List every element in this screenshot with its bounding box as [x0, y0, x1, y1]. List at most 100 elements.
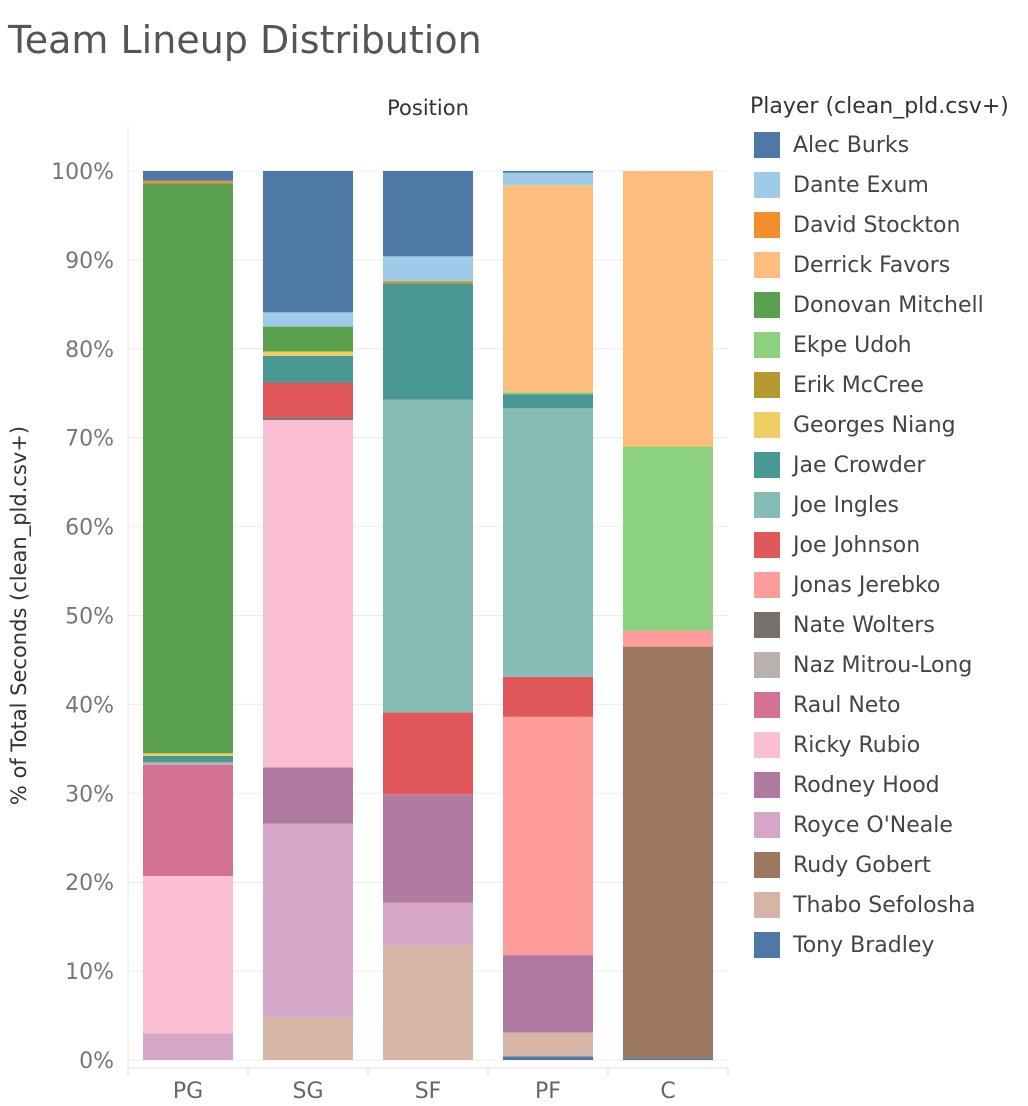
bar-segment [263, 351, 353, 356]
legend-swatch [754, 412, 780, 438]
bar-segment [263, 312, 353, 327]
legend-item: Alec Burks [754, 130, 1024, 160]
legend-swatch [754, 132, 780, 158]
legend-item: Joe Ingles [754, 490, 1024, 520]
bar-segment [383, 256, 473, 282]
y-axis-label: % of Total Seconds (clean_pld.csv+) [7, 426, 32, 805]
legend-item: Erik McCree [754, 370, 1024, 400]
x-tick-label: SF [415, 1079, 442, 1104]
bar-segment [143, 171, 233, 181]
legend-label: Georges Niang [793, 412, 956, 438]
legend-label: Rudy Gobert [793, 852, 931, 878]
legend-item: Derrick Favors [754, 250, 1024, 280]
y-tick-label: 0% [79, 1049, 114, 1074]
legend-item: Tony Bradley [754, 930, 1024, 960]
x-tick-label: C [660, 1079, 675, 1104]
y-tick-label: 30% [65, 782, 114, 807]
y-tick-label: 70% [65, 427, 114, 452]
legend-item: Joe Johnson [754, 530, 1024, 560]
legend-swatch [754, 252, 780, 278]
legend-item: Thabo Sefolosha [754, 890, 1024, 920]
stacked-bar-chart: 0% 10% 20% 30% 40% 50% 60% 70% 80% 90% 100% % of To… [7, 96, 729, 1104]
legend-label: Ekpe Udoh [793, 332, 912, 358]
legend-swatch [754, 492, 780, 518]
bar-segment [503, 185, 593, 393]
legend-label: Royce O'Neale [793, 812, 953, 838]
legend-item: Ekpe Udoh [754, 330, 1024, 360]
legend-swatch [754, 892, 780, 918]
legend-item: Georges Niang [754, 410, 1024, 440]
legend-label: Naz Mitrou-Long [793, 652, 973, 678]
bar-segment [143, 875, 233, 1034]
legend-swatch [754, 172, 780, 198]
bar-segment [143, 1033, 233, 1060]
y-tick-label: 90% [65, 249, 114, 274]
legend-swatch [754, 572, 780, 598]
bar-segment [503, 394, 593, 409]
legend-label: Nate Wolters [793, 612, 935, 638]
legend-label: Derrick Favors [793, 252, 951, 278]
legend-label: Rodney Hood [793, 772, 940, 798]
legend-title: Player (clean_pld.csv+) [750, 94, 1009, 119]
bar-segment [263, 767, 353, 824]
bar-segment [383, 171, 473, 257]
legend-item: Rudy Gobert [754, 850, 1024, 880]
bar-segment [263, 419, 353, 768]
bar-segment [383, 945, 473, 1060]
bar-segment [503, 1056, 593, 1060]
bar-segment [503, 676, 593, 717]
legend-swatch [754, 692, 780, 718]
legend-label: Alec Burks [793, 132, 910, 158]
bar-segment [263, 355, 353, 383]
legend-label: Dante Exum [793, 172, 929, 198]
bar-segment [503, 955, 593, 1033]
legend-label: Jonas Jerebko [793, 572, 941, 598]
legend-label: Joe Ingles [793, 492, 899, 518]
bar-segment [383, 399, 473, 713]
x-tick-label: PG [173, 1079, 203, 1104]
legend-label: Tony Bradley [793, 932, 935, 958]
bar-segment [503, 172, 593, 186]
legend-label: Raul Neto [793, 692, 901, 718]
legend-item: Ricky Rubio [754, 730, 1024, 760]
bar-segment [623, 171, 713, 447]
bar-segment [623, 646, 713, 1059]
bar-segment [383, 794, 473, 903]
y-tick-label: 60% [65, 516, 114, 541]
legend-item: Naz Mitrou-Long [754, 650, 1024, 680]
legend-swatch [754, 732, 780, 758]
bar-segment [623, 1058, 713, 1060]
legend-label: Donovan Mitchell [793, 292, 984, 318]
y-tick-label: 100% [51, 160, 114, 185]
bar-segment [383, 283, 473, 400]
legend-item: Nate Wolters [754, 610, 1024, 640]
bar-segment [503, 716, 593, 956]
bar-segment [143, 764, 233, 876]
legend-swatch [754, 332, 780, 358]
bar-segment [383, 902, 473, 946]
legend-item: David Stockton [754, 210, 1024, 240]
y-tick-label: 50% [65, 605, 114, 630]
legend-label: David Stockton [793, 212, 961, 238]
x-tick-label: PF [535, 1079, 561, 1104]
legend-item: Jonas Jerebko [754, 570, 1024, 600]
bar-segment [143, 180, 233, 184]
y-tick-label: 40% [65, 693, 114, 718]
x-tick-label: SG [292, 1079, 323, 1104]
legend-item: Dante Exum [754, 170, 1024, 200]
legend-swatch [754, 292, 780, 318]
bar-segment [503, 408, 593, 677]
legend-item: Royce O'Neale [754, 810, 1024, 840]
legend-label: Erik McCree [793, 372, 924, 398]
column-header: Position [387, 96, 469, 120]
legend-label: Joe Johnson [793, 532, 921, 558]
y-tick-label: 20% [65, 871, 114, 896]
bar-segment [143, 183, 233, 754]
legend-swatch [754, 612, 780, 638]
bar-segment [143, 755, 233, 763]
legend-label: Thabo Sefolosha [793, 892, 976, 918]
bar-segment [383, 712, 473, 795]
legend-swatch [754, 452, 780, 478]
legend-swatch [754, 932, 780, 958]
legend-item: Donovan Mitchell [754, 290, 1024, 320]
